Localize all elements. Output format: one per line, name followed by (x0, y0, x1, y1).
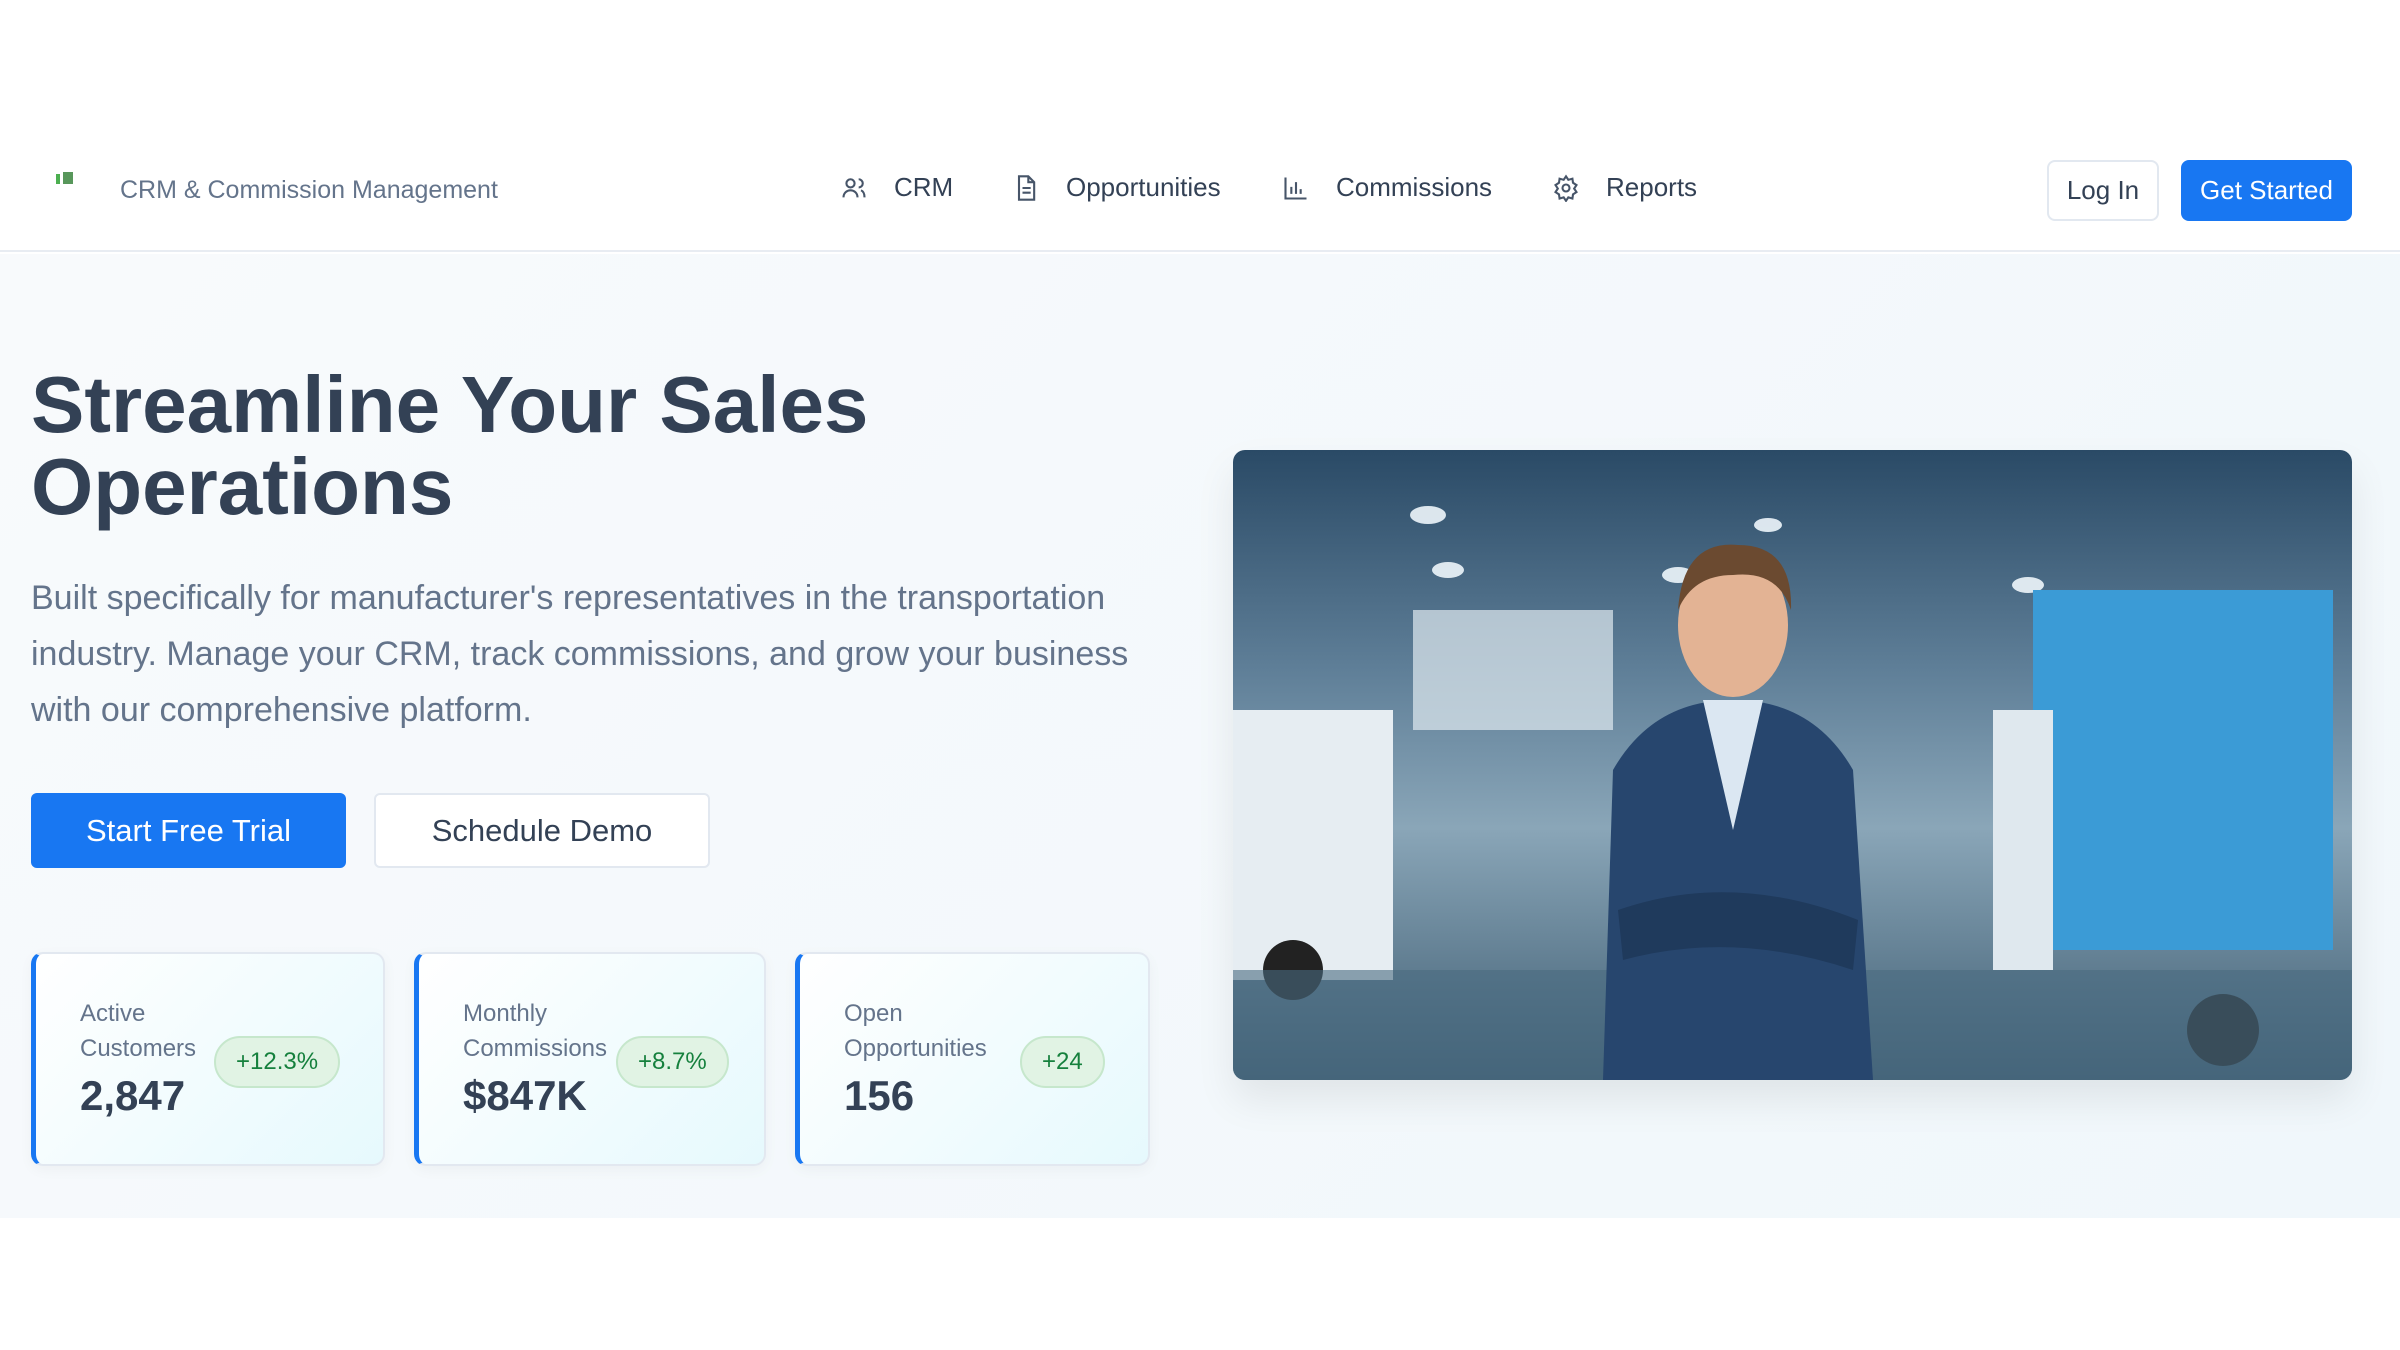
stat-card-active-customers: Active Customers 2,847 +12.3% (31, 952, 385, 1166)
nav-label: Commissions (1336, 172, 1493, 202)
stat-value: $847K (463, 1072, 587, 1119)
top-navbar: CRM & Commission Management CRM Opportun… (0, 0, 2400, 252)
nav-opportunities[interactable]: Opportunities (1012, 172, 1221, 203)
hero-title: Streamline Your Sales Operations (31, 360, 869, 531)
nav-label: Opportunities (1066, 172, 1221, 202)
stat-value: 2,847 (80, 1072, 186, 1119)
nav-label: CRM (894, 172, 954, 202)
users-icon (842, 177, 866, 197)
gear-icon (1554, 173, 1578, 202)
stat-change-badge: +8.7% (616, 1036, 729, 1088)
stat-change-badge: +12.3% (214, 1036, 341, 1088)
schedule-demo-button[interactable]: Schedule Demo (374, 793, 710, 868)
stat-change-badge: +24 (1020, 1036, 1105, 1088)
document-icon (1017, 174, 1036, 201)
stat-label: Monthly Commissions (463, 1000, 608, 1062)
warehouse-photo-illustration (1233, 506, 2352, 1080)
hero-description: Built specifically for manufacturer's re… (31, 579, 1129, 729)
brand-name: CRM & Commission Management (120, 176, 498, 204)
logo-icon[interactable] (54, 170, 76, 188)
stat-value: 156 (844, 1072, 915, 1119)
nav-crm[interactable]: CRM (840, 172, 953, 203)
stat-label: Open Opportunities (844, 1000, 987, 1062)
hero-image (1233, 450, 2352, 1080)
stat-card-open-opportunities: Open Opportunities 156 +24 (795, 952, 1150, 1166)
get-started-button[interactable]: Get Started (2181, 160, 2352, 221)
hero-section: Streamline Your Sales Operations Built s… (0, 254, 2400, 1218)
stat-label: Active Customers (80, 1000, 197, 1062)
login-button[interactable]: Log In (2047, 160, 2159, 221)
bar-chart-icon (1284, 177, 1307, 200)
nav-commissions[interactable]: Commissions (1282, 172, 1492, 203)
nav-reports[interactable]: Reports (1552, 172, 1697, 203)
nav-label: Reports (1606, 172, 1698, 202)
stat-card-monthly-commissions: Monthly Commissions $847K +8.7% (414, 952, 766, 1166)
start-free-trial-button[interactable]: Start Free Trial (31, 793, 346, 868)
